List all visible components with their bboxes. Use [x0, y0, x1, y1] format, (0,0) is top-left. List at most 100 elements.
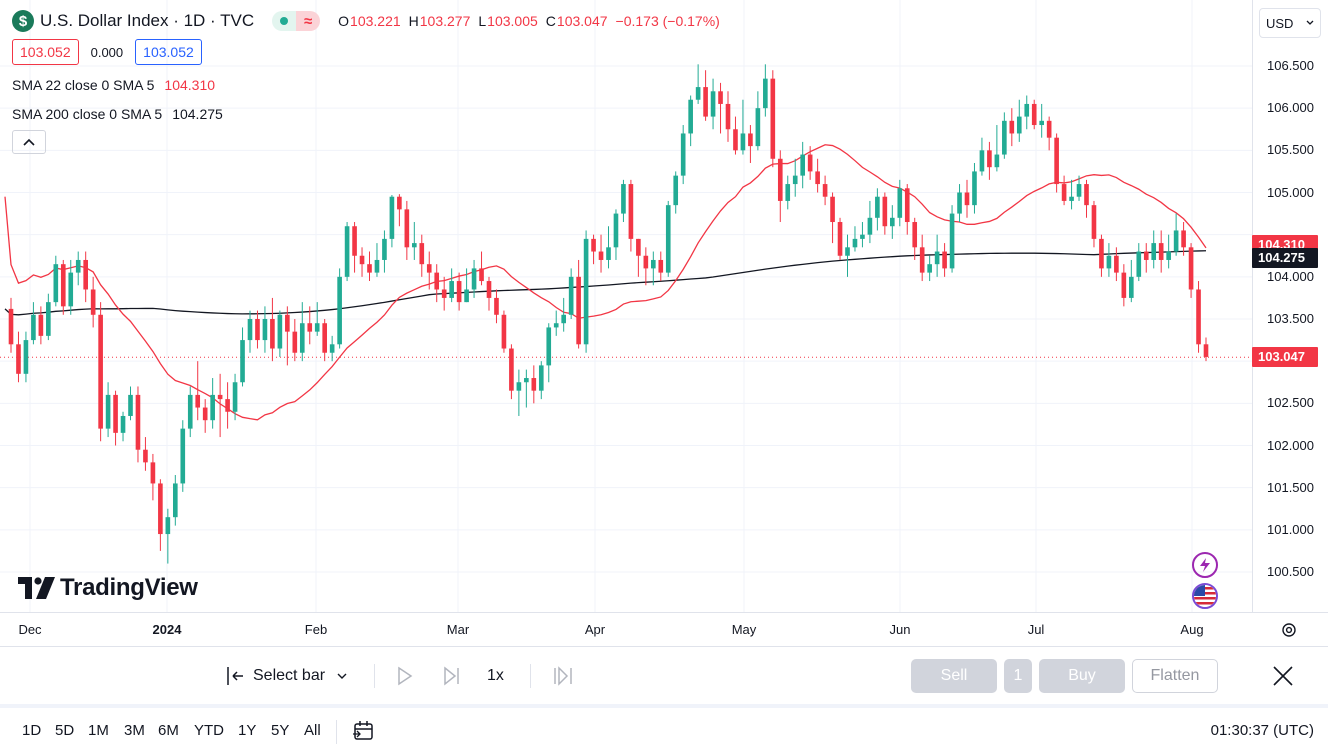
candle[interactable]	[733, 116, 738, 155]
candle[interactable]	[277, 310, 283, 357]
candle[interactable]	[800, 141, 806, 189]
candle[interactable]	[673, 171, 679, 214]
candle[interactable]	[987, 141, 992, 180]
candle[interactable]	[957, 184, 962, 223]
candle[interactable]	[524, 369, 529, 408]
candle[interactable]	[650, 251, 656, 286]
candle[interactable]	[792, 158, 798, 197]
candle[interactable]	[1076, 175, 1082, 201]
candle[interactable]	[680, 125, 686, 185]
collapse-legend-button[interactable]	[12, 130, 46, 154]
candle[interactable]	[441, 276, 447, 311]
utc-clock[interactable]: 01:30:37 (UTC)	[1210, 722, 1314, 739]
tradingview-logo[interactable]: TradingView	[18, 574, 198, 602]
candle[interactable]	[576, 259, 581, 349]
candle[interactable]	[501, 310, 507, 353]
candle[interactable]	[904, 184, 910, 235]
candle[interactable]	[374, 243, 380, 277]
candle[interactable]	[860, 222, 865, 248]
candle[interactable]	[471, 259, 477, 298]
candle[interactable]	[307, 306, 313, 345]
candle[interactable]	[942, 243, 947, 277]
chart-pane[interactable]: $ U.S. Dollar Index · 1D · TVC ≈ O103.22…	[0, 0, 1252, 612]
candle[interactable]	[636, 238, 641, 277]
candle[interactable]	[494, 289, 499, 324]
currency-select[interactable]: USD	[1259, 8, 1321, 38]
candle[interactable]	[972, 162, 977, 214]
candle[interactable]	[1143, 243, 1149, 273]
lightning-icon[interactable]	[1192, 552, 1218, 578]
candle[interactable]	[830, 192, 835, 244]
candle[interactable]	[53, 255, 59, 307]
sma-22-legend[interactable]: SMA 22 close 0 SMA 5 104.310	[12, 70, 728, 99]
candle[interactable]	[68, 259, 74, 315]
candle[interactable]	[382, 230, 387, 273]
candle[interactable]	[210, 378, 215, 429]
candle[interactable]	[322, 319, 328, 362]
candle[interactable]	[897, 179, 903, 227]
candle[interactable]	[240, 327, 245, 387]
candle[interactable]	[807, 146, 813, 180]
candle[interactable]	[688, 95, 693, 147]
candle[interactable]	[703, 70, 708, 121]
candle[interactable]	[1024, 95, 1030, 130]
candle[interactable]	[225, 382, 230, 429]
time-axis[interactable]: Dec 2024 Feb Mar Apr May Jun Jul Aug	[0, 612, 1328, 646]
timeframe-button-1d[interactable]: 1D	[22, 722, 42, 739]
candle[interactable]	[740, 99, 746, 155]
candle[interactable]	[867, 200, 873, 244]
select-bar-button[interactable]: Select bar	[225, 661, 347, 691]
candle[interactable]	[247, 310, 253, 353]
candle[interactable]	[1181, 222, 1186, 256]
candle[interactable]	[979, 137, 985, 176]
candle[interactable]	[561, 297, 567, 332]
candle[interactable]	[1046, 116, 1052, 151]
candle[interactable]	[912, 217, 918, 260]
candle[interactable]	[606, 226, 611, 269]
candle[interactable]	[1114, 247, 1119, 282]
candle[interactable]	[763, 64, 768, 117]
candle[interactable]	[815, 158, 820, 193]
play-button[interactable]	[396, 661, 414, 691]
candle[interactable]	[852, 226, 858, 252]
candle[interactable]	[389, 195, 395, 248]
close-replay-button[interactable]	[1272, 661, 1294, 691]
candle[interactable]	[546, 323, 552, 383]
candle[interactable]	[217, 373, 223, 438]
candle[interactable]	[1091, 200, 1097, 248]
timeframe-button-ytd[interactable]: YTD	[194, 722, 224, 739]
candle[interactable]	[337, 268, 342, 349]
candle[interactable]	[479, 251, 484, 286]
candle[interactable]	[1166, 234, 1171, 269]
candle[interactable]	[785, 175, 791, 210]
candle[interactable]	[143, 437, 148, 471]
candle[interactable]	[172, 475, 178, 526]
candle[interactable]	[90, 276, 96, 328]
jump-to-realtime-button[interactable]	[553, 661, 575, 691]
candle[interactable]	[1016, 99, 1022, 142]
candle[interactable]	[344, 222, 350, 282]
timeframe-button-3m[interactable]: 3M	[124, 722, 145, 739]
candle[interactable]	[949, 205, 955, 273]
buy-button[interactable]: Buy	[1039, 659, 1125, 693]
candle[interactable]	[8, 297, 14, 353]
candle[interactable]	[329, 335, 335, 362]
candle[interactable]	[158, 479, 163, 551]
candle[interactable]	[621, 179, 626, 223]
price-axis[interactable]: USD 106.500 106.000 105.500 105.000 104.000 1…	[1252, 0, 1328, 612]
candle[interactable]	[255, 310, 260, 349]
candle[interactable]	[165, 508, 171, 564]
candle[interactable]	[404, 200, 410, 260]
candle[interactable]	[882, 192, 888, 235]
candle[interactable]	[1084, 179, 1089, 218]
candle[interactable]	[1002, 112, 1007, 159]
sma-200-legend[interactable]: SMA 200 close 0 SMA 5 104.275	[12, 99, 728, 128]
candle[interactable]	[583, 230, 589, 353]
candle[interactable]	[538, 361, 544, 400]
candle[interactable]	[314, 302, 320, 336]
candle[interactable]	[1009, 108, 1015, 147]
candle[interactable]	[262, 306, 268, 353]
candle[interactable]	[232, 373, 238, 421]
timeframe-button-5y[interactable]: 5Y	[271, 722, 290, 739]
candle[interactable]	[695, 64, 701, 104]
